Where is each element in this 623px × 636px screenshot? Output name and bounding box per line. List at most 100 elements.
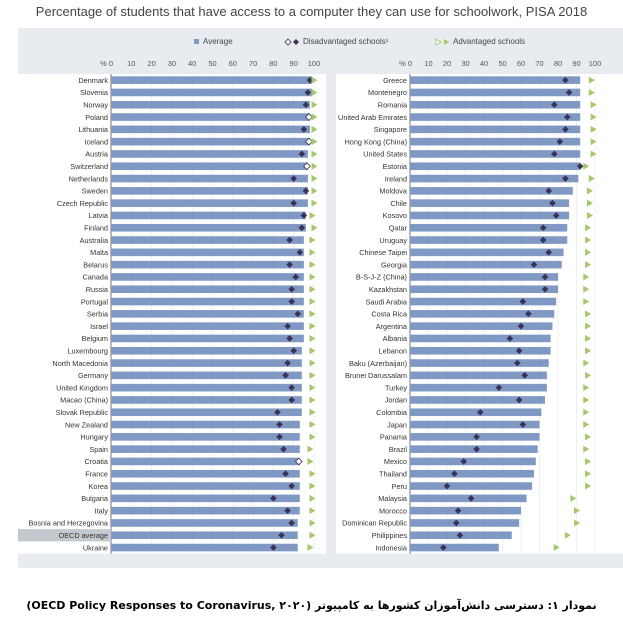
bar-belgium bbox=[111, 334, 304, 343]
category-label-ireland: Ireland bbox=[385, 174, 407, 183]
category-label-peru: Peru bbox=[392, 482, 407, 491]
right-tick-label: 10 bbox=[424, 59, 432, 68]
category-label-uruguay: Uruguay bbox=[379, 236, 407, 245]
advantaged-marker-georgia bbox=[585, 261, 592, 269]
disadvantaged-marker-uruguay bbox=[539, 236, 547, 244]
bar-mexico bbox=[410, 457, 536, 466]
advantaged-marker-b-s-j-z-china bbox=[583, 273, 590, 281]
right-tick-label: 60 bbox=[517, 59, 525, 68]
disadvantaged-marker-indonesia bbox=[440, 544, 447, 551]
bar-australia bbox=[111, 236, 304, 244]
disadvantaged-marker-netherlands bbox=[290, 175, 297, 182]
left-tick-label: 70 bbox=[249, 59, 257, 68]
category-label-albania: Albania bbox=[383, 334, 408, 343]
legend-disadvantaged-label: Disadvantaged schools¹ bbox=[303, 37, 389, 46]
bar-greece bbox=[410, 76, 581, 84]
bar-kosovo bbox=[410, 211, 570, 220]
advantaged-marker-spain bbox=[307, 445, 314, 453]
bar-dominican-republic bbox=[410, 519, 520, 527]
disadvantaged-marker-greece bbox=[562, 76, 569, 84]
category-label-luxembourg: Luxembourg bbox=[67, 346, 108, 355]
left-tick-label: 30 bbox=[168, 59, 176, 68]
advantaged-marker-singapore bbox=[590, 125, 597, 133]
left-tick-label: 20 bbox=[147, 59, 155, 68]
bar-brunei-darussalam bbox=[410, 371, 547, 380]
bar-united-arab-emirates bbox=[410, 113, 581, 121]
advantaged-marker-north-macedonia bbox=[309, 359, 316, 367]
left-tick-label: 10 bbox=[127, 59, 135, 68]
bar-romania bbox=[410, 100, 581, 109]
advantaged-marker-ireland bbox=[588, 175, 595, 183]
advantaged-marker-bulgaria bbox=[309, 494, 316, 502]
disadvantaged-marker-united-arab-emirates bbox=[563, 113, 571, 121]
advantaged-marker-kazakhstan bbox=[583, 285, 590, 293]
category-label-sweden: Sweden bbox=[82, 187, 108, 196]
advantaged-marker-denmark bbox=[311, 76, 318, 84]
category-label-belgium: Belgium bbox=[82, 334, 108, 343]
category-label-dominican-republic: Dominican Republic bbox=[342, 519, 407, 528]
disadvantaged-marker-dominican-republic bbox=[452, 519, 460, 527]
category-label-france: France bbox=[85, 469, 108, 478]
advantaged-marker-brazil bbox=[583, 445, 590, 453]
advantaged-marker-new-zealand bbox=[309, 421, 316, 429]
category-label-macao-china: Macao (China) bbox=[60, 396, 108, 405]
advantaged-marker-russia bbox=[309, 285, 316, 293]
disadvantaged-marker-hollow-iceland bbox=[305, 137, 313, 146]
disadvantaged-marker-united-kingdom bbox=[288, 384, 295, 391]
disadvantaged-marker-israel bbox=[284, 322, 291, 330]
category-label-mexico: Mexico bbox=[384, 457, 407, 466]
disadvantaged-marker-romania bbox=[551, 101, 558, 109]
advantaged-marker-lithuania bbox=[311, 125, 318, 133]
advantaged-marker-lebanon bbox=[585, 347, 592, 355]
bar-saudi-arabia bbox=[410, 297, 557, 306]
disadvantaged-marker-kazakhstan bbox=[541, 285, 549, 293]
category-label-lithuania: Lithuania bbox=[78, 125, 109, 134]
disadvantaged-marker-new-zealand bbox=[276, 421, 283, 428]
legend-average-swatch bbox=[194, 39, 199, 44]
figure-caption: نمودار ۱: دسترسی دانش‌آموزان کشورها به ک… bbox=[0, 599, 623, 612]
bar-portugal bbox=[111, 297, 304, 306]
disadvantaged-marker-baku-azerbaijan bbox=[514, 359, 521, 367]
right-tick-label: % 0 bbox=[399, 59, 412, 68]
disadvantaged-marker-brazil bbox=[473, 445, 480, 453]
bar-united-kingdom bbox=[111, 383, 302, 392]
category-label-ukraine: Ukraine bbox=[83, 543, 108, 552]
bar-canada bbox=[111, 273, 304, 281]
category-label-indonesia: Indonesia bbox=[375, 543, 408, 552]
category-label-malaysia: Malaysia bbox=[378, 494, 408, 503]
legend-advantaged-triangle-hollow bbox=[435, 38, 442, 46]
category-label-greece: Greece bbox=[383, 76, 407, 85]
bar-switzerland bbox=[111, 162, 308, 171]
category-label-italy: Italy bbox=[95, 506, 109, 515]
advantaged-marker-baku-azerbaijan bbox=[583, 359, 590, 367]
bar-italy bbox=[111, 506, 300, 515]
category-label-united-states: United States bbox=[363, 150, 407, 159]
bar-israel bbox=[111, 322, 304, 330]
advantaged-marker-uruguay bbox=[585, 236, 592, 244]
bar-malta bbox=[111, 248, 304, 257]
advantaged-marker-slovak-republic bbox=[309, 408, 316, 416]
bar-sweden bbox=[111, 187, 308, 195]
disadvantaged-marker-estonia bbox=[576, 162, 584, 170]
bar-austria bbox=[111, 150, 308, 158]
disadvantaged-marker-hollow-switzerland bbox=[303, 162, 311, 171]
category-label-serbia: Serbia bbox=[87, 310, 109, 319]
category-label-finland: Finland bbox=[84, 223, 108, 232]
category-label-slovenia: Slovenia bbox=[80, 88, 109, 97]
caption-source: (OECD Policy Responses to Coronavirus, ۲… bbox=[26, 599, 312, 612]
bar-kazakhstan bbox=[410, 285, 558, 294]
category-label-australia: Australia bbox=[80, 236, 109, 245]
category-label-brazil: Brazil bbox=[389, 445, 408, 454]
advantaged-marker-chile bbox=[586, 199, 593, 207]
disadvantaged-marker-japan bbox=[519, 421, 527, 428]
right-tick-label: 30 bbox=[461, 59, 469, 68]
advantaged-marker-canada bbox=[309, 273, 316, 281]
bar-b-s-j-z-china bbox=[410, 273, 558, 281]
disadvantaged-marker-spain bbox=[280, 445, 287, 453]
category-label-philippines: Philippines bbox=[372, 531, 408, 540]
category-label-slovak-republic: Slovak Republic bbox=[56, 408, 109, 417]
advantaged-marker-montenegro bbox=[588, 88, 595, 96]
advantaged-marker-macao-china bbox=[309, 396, 316, 404]
disadvantaged-marker-north-macedonia bbox=[284, 359, 291, 367]
disadvantaged-marker-luxembourg bbox=[290, 347, 297, 355]
